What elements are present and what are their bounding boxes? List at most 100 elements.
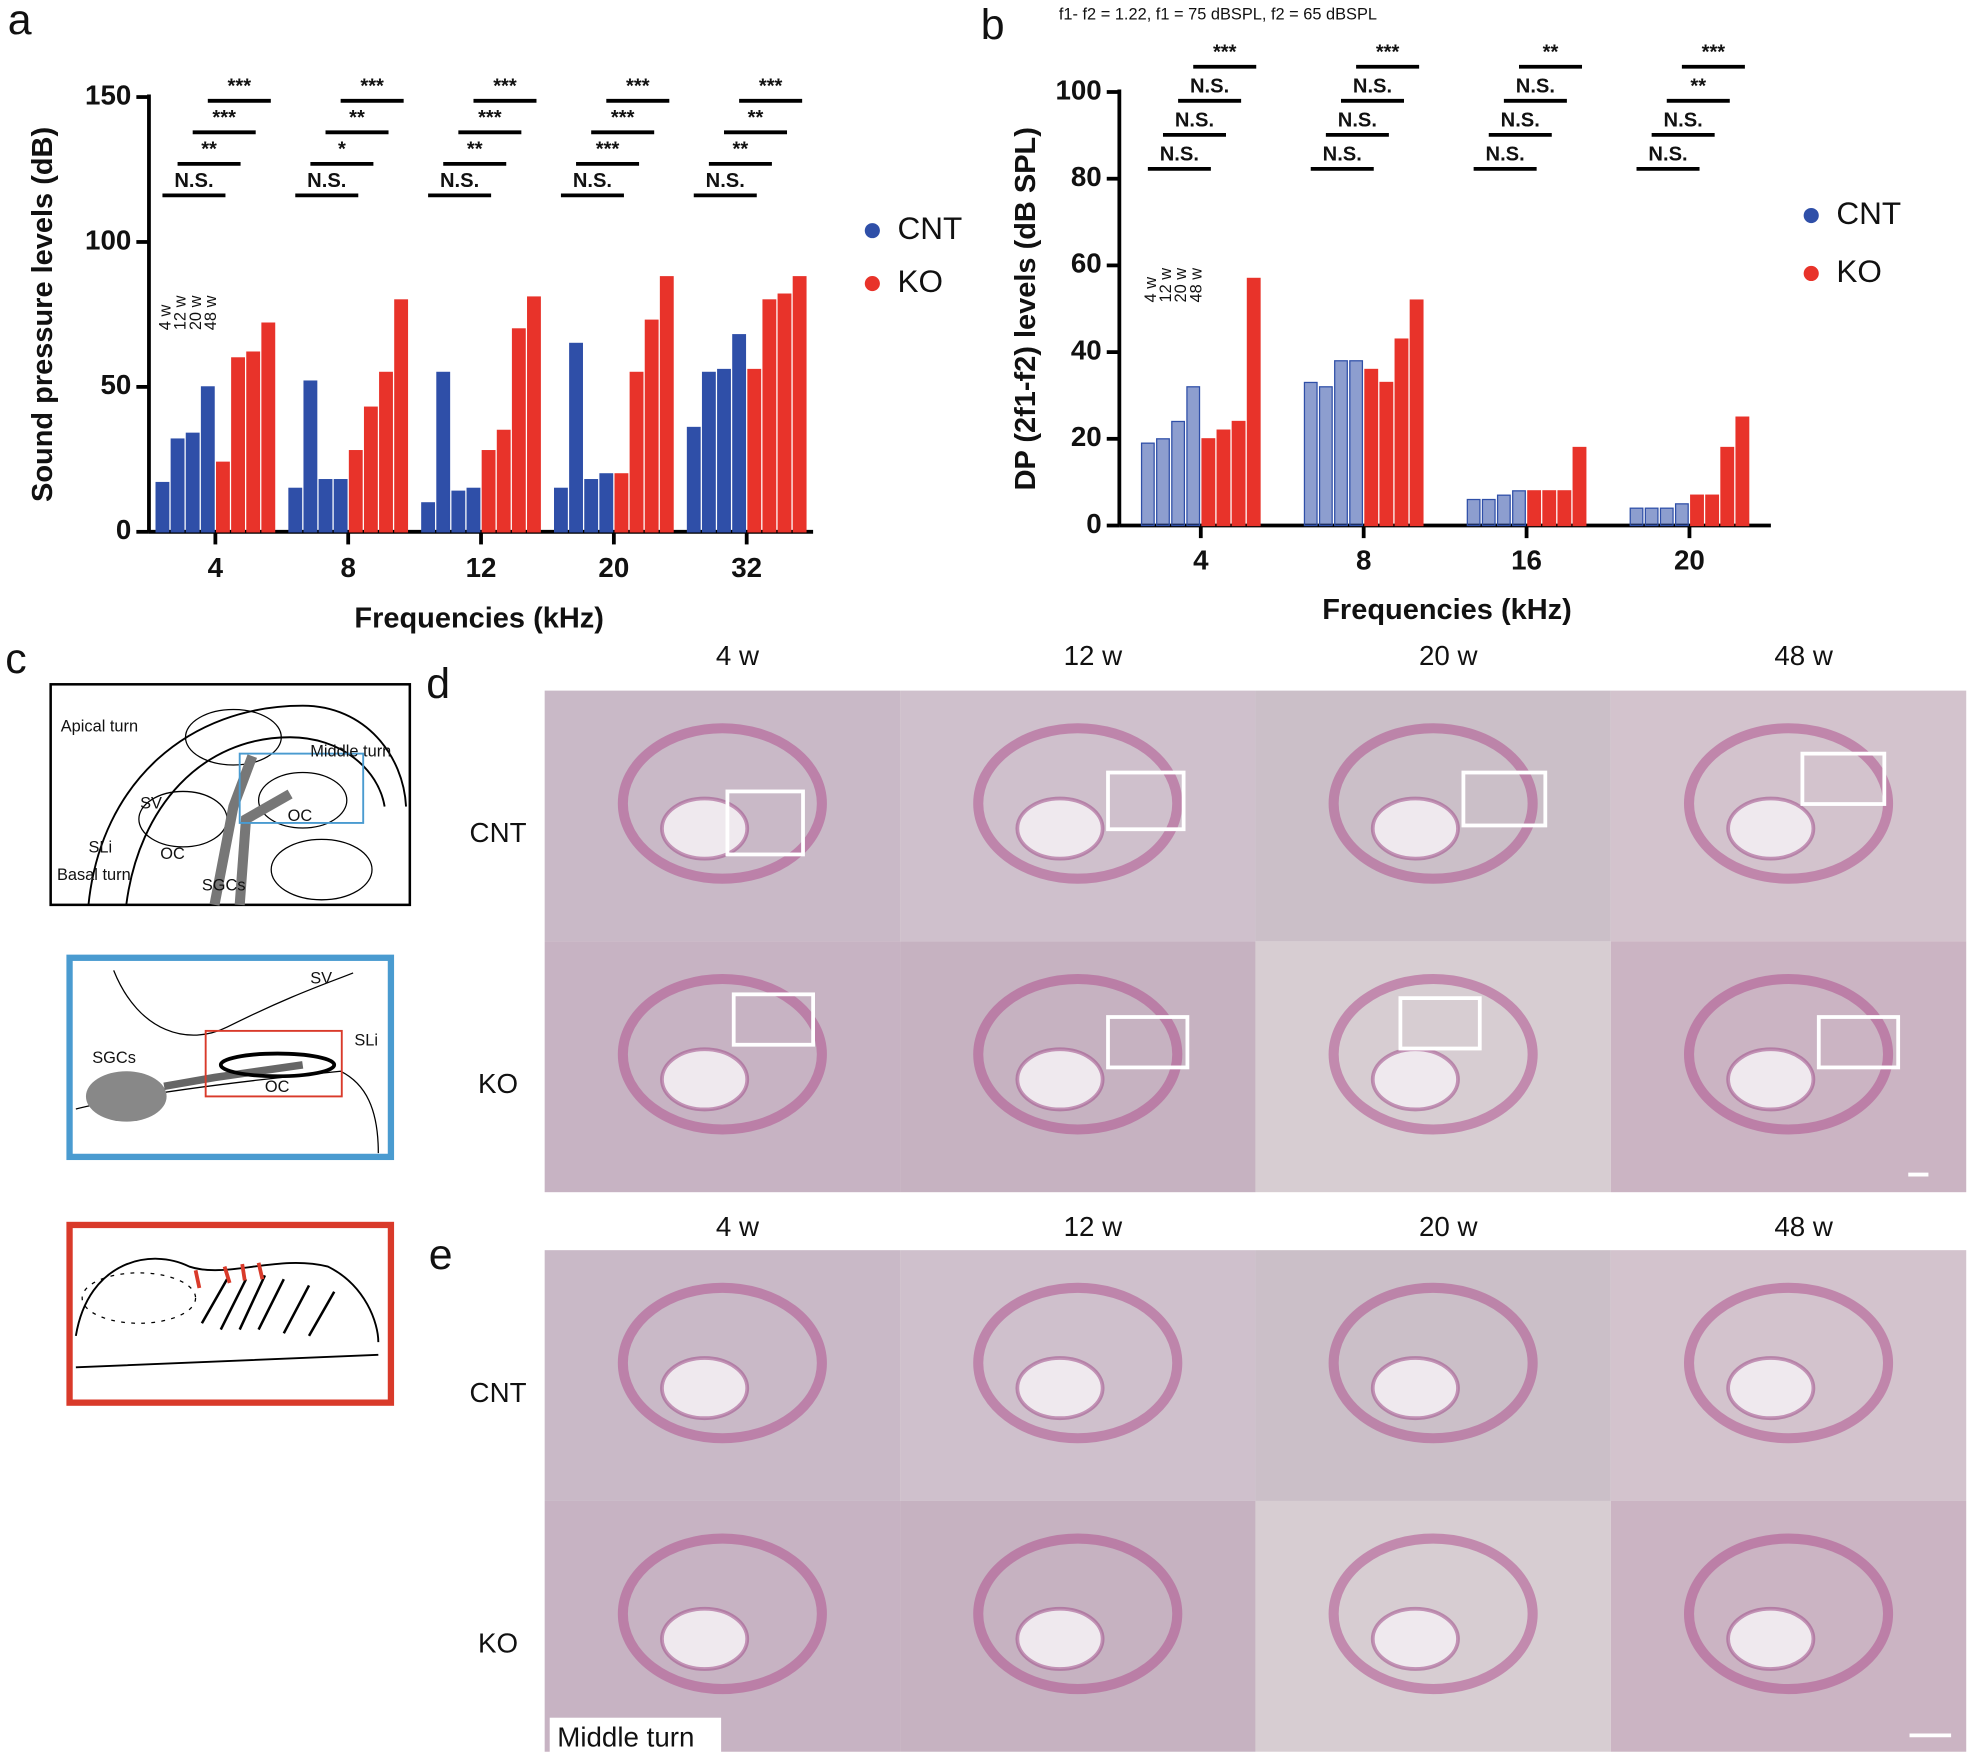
significance-label: *** <box>626 75 650 97</box>
panel-label: e <box>429 1231 453 1279</box>
bar <box>584 479 599 533</box>
panel-label: c <box>5 635 26 683</box>
micrograph-tissue <box>1328 973 1538 1135</box>
x-tick-label: 4 <box>1193 544 1209 575</box>
group-label: 20 w <box>1172 268 1190 303</box>
bar <box>466 487 481 533</box>
significance-label: N.S. <box>1160 143 1199 165</box>
significance-label: ** <box>733 138 749 160</box>
significance-label: ** <box>748 107 764 129</box>
bar <box>1705 494 1720 527</box>
significance-label: N.S. <box>1175 109 1214 131</box>
roi-box <box>1106 770 1186 832</box>
panel-label: a <box>8 0 32 44</box>
y-tick-label: 150 <box>85 79 131 110</box>
bar <box>1527 490 1542 527</box>
bar <box>1364 368 1379 527</box>
y-tick-label: 60 <box>1071 248 1102 279</box>
bar <box>1572 446 1587 527</box>
diagram-organ-of-corti <box>66 1221 395 1406</box>
column-header: 4 w <box>716 1211 760 1242</box>
micrograph-tissue <box>1370 1606 1460 1671</box>
bar <box>496 429 511 533</box>
significance-label: *** <box>596 138 620 160</box>
row-label: CNT <box>470 817 527 848</box>
x-tick-label: 8 <box>1356 544 1371 575</box>
micrograph-tissue <box>973 1533 1183 1695</box>
bar <box>1156 438 1170 527</box>
significance-label: N.S. <box>307 170 346 192</box>
micrograph-tissue <box>1370 1356 1460 1421</box>
x-axis-title: Frequencies (kHz) <box>1322 594 1572 626</box>
diagram-label: Middle turn <box>310 743 391 761</box>
bar <box>451 490 466 533</box>
diagram-shape <box>163 1061 304 1091</box>
diagram-middle-turn: SV SLi SGCs OC <box>66 954 395 1161</box>
bar <box>1481 498 1496 527</box>
bar <box>216 461 230 533</box>
bar <box>1349 360 1364 527</box>
legend-label: KO <box>898 263 944 299</box>
micrograph-tissue <box>1726 1356 1816 1421</box>
diagram-label: OC <box>160 845 185 863</box>
roi-box <box>1398 996 1482 1051</box>
significance-label: N.S. <box>1648 143 1687 165</box>
group-label: 48 w <box>1187 268 1205 303</box>
bar <box>747 368 762 533</box>
group-label: 48 w <box>202 295 220 330</box>
micrograph-tissue <box>1328 723 1538 884</box>
diagram-line <box>87 704 407 905</box>
y-tick-label: 0 <box>1086 508 1101 539</box>
bar <box>1690 494 1704 527</box>
diagram-frame <box>204 1029 343 1098</box>
significance-label: *** <box>1213 41 1237 63</box>
bar <box>511 328 526 533</box>
bar <box>333 479 348 533</box>
bar <box>348 450 363 533</box>
y-tick-label: 50 <box>100 369 131 400</box>
micrograph-tissue <box>1726 1047 1816 1112</box>
significance-label: N.S. <box>1516 75 1555 97</box>
diagram-shape <box>200 1274 336 1337</box>
bar <box>1201 438 1216 527</box>
roi-box <box>1106 1015 1190 1070</box>
bar <box>1140 442 1155 527</box>
bar <box>1644 507 1659 527</box>
micrograph-tissue <box>617 1282 827 1444</box>
diagram-line <box>74 1257 380 1369</box>
diagram-shape <box>85 1071 167 1122</box>
bar <box>629 371 644 533</box>
roi-box <box>725 789 805 857</box>
significance-label: N.S. <box>573 170 612 192</box>
significance-label: N.S. <box>1664 109 1703 131</box>
significance-label: *** <box>478 107 502 129</box>
micrograph-tissue <box>973 973 1183 1135</box>
legend-label: KO <box>1836 253 1882 289</box>
significance-label: N.S. <box>1501 109 1540 131</box>
bar <box>701 371 716 533</box>
bar <box>1303 381 1318 527</box>
y-tick-label: 40 <box>1071 334 1102 365</box>
significance-label: *** <box>1376 41 1400 63</box>
roi-box <box>731 992 815 1047</box>
row-label: KO <box>478 1628 518 1659</box>
significance-label: N.S. <box>440 170 479 192</box>
x-tick-label: 20 <box>1674 544 1705 575</box>
roi-box <box>1816 1015 1901 1070</box>
diagram-line <box>125 736 386 905</box>
significance-label: *** <box>360 75 384 97</box>
bar <box>686 426 701 533</box>
y-tick-label: 0 <box>116 514 131 545</box>
micrograph-tissue <box>660 796 750 861</box>
x-tick-label: 16 <box>1511 544 1542 575</box>
micrograph-tissue <box>1683 1533 1894 1695</box>
micrograph-tissue <box>660 1047 750 1112</box>
column-header: 20 w <box>1419 1211 1479 1242</box>
micrograph-tissue <box>973 1282 1183 1444</box>
group-label: 12 w <box>1157 268 1175 303</box>
diagram-arrow <box>193 1262 265 1289</box>
significance-label: ** <box>1690 75 1706 97</box>
bar <box>200 386 215 533</box>
bar <box>394 299 409 533</box>
